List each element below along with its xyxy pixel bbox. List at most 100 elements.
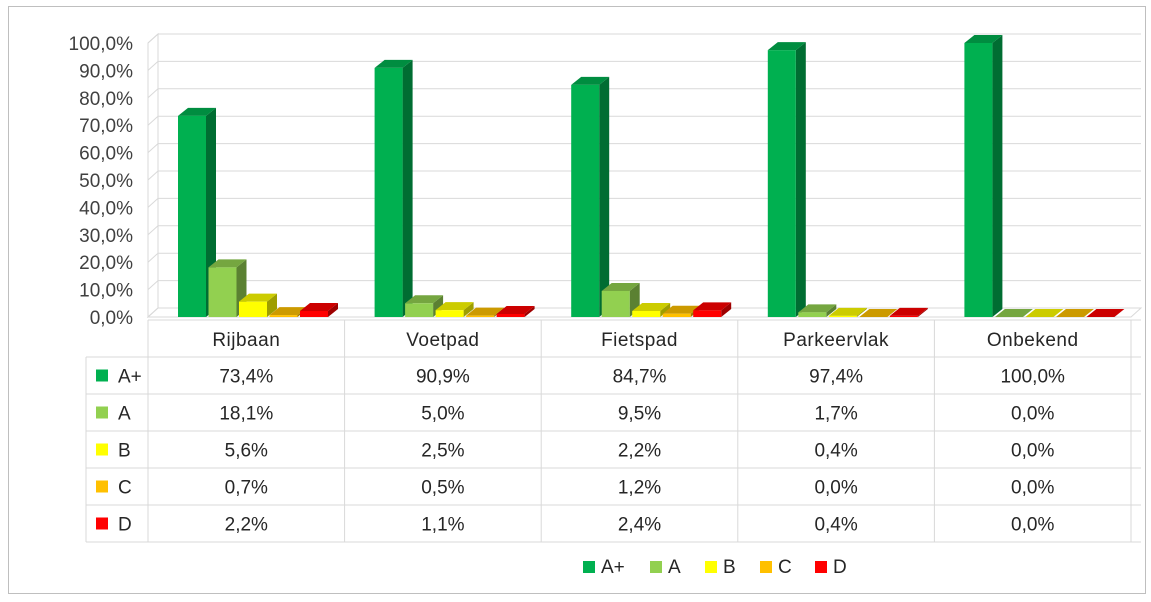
legend-swatch (815, 561, 827, 573)
legend-swatch (96, 480, 108, 493)
data-label: 2,2% (618, 441, 661, 462)
data-label: 0,0% (814, 478, 857, 499)
data-label: 0,7% (225, 478, 268, 499)
bar-side (856, 307, 867, 317)
bar-front (435, 310, 464, 317)
bar-top (964, 35, 1003, 43)
y-tick-label: 90,0% (79, 61, 133, 82)
gridline-side (147, 115, 159, 126)
bar-top (496, 305, 535, 314)
bar (693, 302, 732, 317)
bar (374, 59, 413, 318)
data-label: 2,4% (618, 515, 661, 536)
bar (1055, 309, 1094, 317)
bar-side (328, 302, 338, 317)
bar-side (660, 302, 671, 317)
legend-label: A+ (601, 557, 625, 578)
series-name: B (118, 441, 131, 462)
bar-top (601, 282, 640, 291)
legend-label: D (833, 557, 847, 578)
series-name: A+ (118, 367, 142, 388)
data-label: 73,4% (219, 367, 273, 388)
legend-label: A (668, 557, 681, 578)
bar-front (269, 315, 298, 317)
bar-top (767, 42, 806, 51)
bar-side (721, 302, 732, 317)
y-tick-label: 50,0% (79, 171, 133, 192)
y-tick-label: 10,0% (79, 281, 133, 302)
data-label: 0,0% (1011, 515, 1054, 536)
legend-swatch (583, 561, 595, 573)
bar-top (1025, 309, 1064, 317)
bar-top (239, 293, 277, 302)
bars (178, 35, 1125, 318)
bar-side (795, 42, 806, 318)
bar-front (405, 303, 434, 317)
bar-front (496, 313, 525, 317)
bar-top (1055, 309, 1094, 317)
bar-top (828, 307, 867, 316)
bar-front (601, 290, 630, 317)
bar-side (402, 59, 413, 318)
legend-item: D (815, 557, 847, 578)
y-tick-label: 80,0% (79, 89, 133, 110)
category-label: Parkeervlak (783, 330, 889, 351)
bar-front (300, 310, 328, 317)
bar-side (917, 307, 928, 317)
data-label: 9,5% (618, 404, 661, 425)
gridline-side (147, 33, 159, 44)
bar-top (405, 295, 444, 304)
y-axis-ticks: 0,0% 10,0% 20,0% 30,0% 40,0% 50,0% 60,0% 70,0% 8… (69, 34, 134, 329)
gridline-side (147, 198, 159, 208)
category-label: Rijbaan (212, 330, 280, 351)
y-tick-label: 40,0% (79, 198, 133, 219)
bar-front (632, 310, 661, 317)
legend-label: B (723, 557, 736, 578)
bar (889, 307, 928, 317)
data-label: 0,0% (1011, 404, 1054, 425)
bar (828, 307, 867, 317)
row-legend-key: D (96, 515, 132, 536)
legend-swatch (96, 369, 108, 382)
bar-front (208, 267, 237, 317)
data-label: 97,4% (809, 367, 863, 388)
bar-side (826, 304, 837, 317)
data-label: 0,5% (421, 478, 464, 499)
chart-frame (8, 6, 1146, 594)
bar-top (466, 307, 505, 316)
data-label: 84,7% (613, 367, 667, 388)
row-legend-key: B (96, 441, 131, 462)
bar-top (571, 76, 610, 85)
bar-front (828, 315, 857, 317)
series-D (300, 302, 1125, 317)
data-label: 90,9% (416, 367, 470, 388)
gridline-side (147, 225, 159, 236)
data-label: 0,4% (814, 515, 857, 536)
data-label: 2,5% (421, 441, 464, 462)
bar (632, 302, 671, 317)
bar (767, 42, 806, 318)
bar (208, 259, 247, 317)
row-legend-key: C (96, 478, 132, 499)
series-name: D (118, 515, 132, 536)
bar-front (889, 315, 918, 317)
row-legend-key: A (96, 404, 131, 425)
bar (300, 302, 338, 317)
bar (994, 309, 1033, 317)
bar-top (994, 309, 1033, 317)
y-tick-label: 30,0% (79, 226, 133, 247)
bar-front (767, 50, 796, 318)
data-label: 1,2% (618, 478, 661, 499)
legend-item: A+ (583, 557, 625, 578)
bar (859, 309, 898, 317)
series-name: C (118, 478, 132, 499)
legend: A+ A B C D (583, 557, 847, 578)
data-label: 100,0% (1000, 367, 1065, 388)
gridline-side (147, 143, 159, 153)
bar-front (466, 315, 495, 317)
data-label: 1,1% (421, 515, 464, 536)
series-A+ (178, 35, 1003, 318)
bar-front (374, 67, 403, 318)
bar (1025, 309, 1064, 317)
y-tick-label: 0,0% (90, 308, 133, 329)
